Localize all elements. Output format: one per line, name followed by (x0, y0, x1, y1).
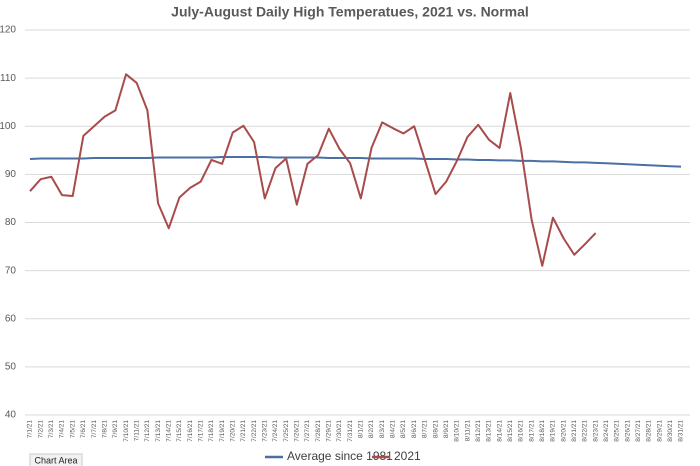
y-tick-label: 90 (5, 169, 17, 180)
x-tick-label: 7/19/21 (219, 420, 226, 442)
y-tick-label: 120 (0, 25, 16, 36)
tooltip-box (29, 453, 83, 466)
x-tick-label: 7/31/21 (347, 420, 354, 442)
x-tick-label: 8/14/21 (496, 420, 503, 442)
x-tick-label: 8/9/21 (443, 420, 450, 438)
x-tick-label: 7/21/21 (240, 420, 247, 442)
tooltip: Chart Area (29, 453, 83, 466)
x-tick-label: 8/8/21 (432, 420, 439, 438)
x-tick-label: 8/18/21 (539, 420, 546, 442)
x-tick-label: 7/30/21 (336, 420, 343, 442)
x-tick-label: 8/3/21 (379, 420, 386, 438)
y-tick-label: 70 (5, 265, 17, 276)
x-tick-label: 8/10/21 (454, 420, 461, 442)
x-tick-label: 7/6/21 (80, 420, 87, 438)
x-tick-label: 7/3/21 (48, 420, 55, 438)
x-tick-label: 8/20/21 (560, 420, 567, 442)
x-tick-label: 8/28/21 (646, 420, 653, 442)
x-tick-label: 7/28/21 (315, 420, 322, 442)
x-tick-label: 7/15/21 (176, 420, 183, 442)
x-tick-label: 7/1/21 (27, 420, 34, 438)
y-tick-label: 40 (5, 410, 17, 421)
x-tick-label: 7/24/21 (272, 420, 279, 442)
x-tick-label: 7/25/21 (283, 420, 290, 442)
x-tick-label: 7/14/21 (165, 420, 172, 442)
x-tick-label: 7/17/21 (197, 420, 204, 442)
x-tick-label: 7/16/21 (187, 420, 194, 442)
x-tick-label: 8/21/21 (571, 420, 578, 442)
x-tick-label: 7/13/21 (155, 420, 162, 442)
chart-title: July-August Daily High Temperatues, 2021… (171, 4, 529, 20)
x-tick-label: 7/22/21 (251, 420, 258, 442)
x-tick-label: 7/7/21 (91, 420, 98, 438)
x-tick-label: 8/22/21 (582, 420, 589, 442)
x-tick-label: 7/23/21 (262, 420, 269, 442)
x-tick-label: 8/26/21 (624, 420, 631, 442)
x-tick-label: 8/23/21 (592, 420, 599, 442)
x-tick-label: 7/20/21 (229, 420, 236, 442)
x-tick-label: 7/26/21 (294, 420, 301, 442)
x-tick-label: 8/4/21 (390, 420, 397, 438)
legend-label: Average since 1981 (287, 449, 393, 463)
x-tick-label: 7/27/21 (304, 420, 311, 442)
x-tick-label: 8/17/21 (528, 420, 535, 442)
x-tick-label: 8/7/21 (422, 420, 429, 438)
tooltip-text: Chart Area (34, 455, 77, 465)
y-tick-label: 100 (0, 121, 16, 132)
x-tick-label: 8/5/21 (400, 420, 407, 438)
x-tick-label: 8/13/21 (486, 420, 493, 442)
x-tick-label: 8/24/21 (603, 420, 610, 442)
y-tick-label: 60 (5, 313, 17, 324)
x-tick-label: 7/9/21 (112, 420, 119, 438)
x-tick-label: 7/12/21 (144, 420, 151, 442)
x-tick-label: 8/1/21 (358, 420, 365, 438)
x-tick-label: 8/12/21 (475, 420, 482, 442)
x-tick-label: 7/8/21 (101, 420, 108, 438)
x-tick-label: 8/25/21 (614, 420, 621, 442)
x-tick-label: 8/31/21 (678, 420, 685, 442)
x-tick-label: 8/16/21 (518, 420, 525, 442)
x-tick-label: 7/18/21 (208, 420, 215, 442)
series-line (29, 73, 597, 267)
x-tick-label: 7/10/21 (123, 420, 130, 442)
x-tick-label: 8/15/21 (507, 420, 514, 442)
x-tick-label: 8/2/21 (368, 420, 375, 438)
x-tick-label: 7/2/21 (37, 420, 44, 438)
x-tick-label: 8/6/21 (411, 420, 418, 438)
x-tick-label: 7/29/21 (326, 420, 333, 442)
x-tick-label: 7/4/21 (59, 420, 66, 438)
x-tick-label: 8/11/21 (464, 420, 471, 442)
x-tick-label: 7/11/21 (133, 420, 140, 442)
x-tick-label: 7/5/21 (69, 420, 76, 438)
x-tick-label: 8/29/21 (656, 420, 663, 442)
x-tick-label: 8/30/21 (667, 420, 674, 442)
series-line (29, 156, 682, 168)
y-tick-label: 50 (5, 362, 17, 373)
x-tick-label: 8/19/21 (550, 420, 557, 442)
y-tick-label: 110 (0, 73, 16, 84)
y-tick-label: 80 (5, 217, 17, 228)
x-tick-label: 8/27/21 (635, 420, 642, 442)
legend-label: 2021 (394, 449, 421, 463)
